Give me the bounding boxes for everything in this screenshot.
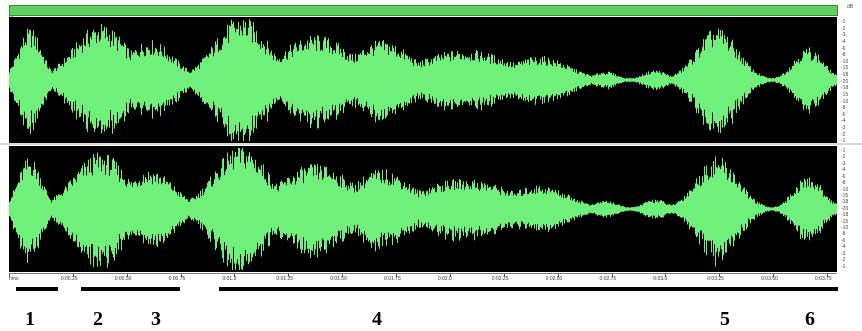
segment-label-6: 6 [805,308,815,330]
waveform-right [9,148,837,270]
db-tick-label: -6 [841,173,846,180]
db-tick-label: -8 [841,231,846,238]
time-tick [665,274,667,277]
segment-bar-2-3 [81,287,180,291]
segment-bar-1 [16,287,58,291]
time-tick [449,274,451,277]
track-divider[interactable] [0,143,862,145]
time-tick [342,274,344,277]
db-ruler-left: dB -1 -2 -3 -4 -6 -8 -10 -15 -18 -20 -18 -15 -10 -8 -6… [838,4,862,145]
segment-label-5: 5 [720,308,730,330]
db-tick-label: -15 [841,192,849,199]
waveform-track-left[interactable] [9,17,837,143]
time-tick-label: 0:01.0 [222,276,237,282]
time-tick-label: 0:01.50 [330,276,347,282]
time-tick-label: 0:02.50 [545,276,563,282]
db-tick-label: -1 [841,138,846,145]
db-tick-label: -2 [841,257,846,264]
time-tick-label: 0:02.75 [599,276,617,282]
db-tick-label: -6 [841,111,846,118]
db-tick-label: -15 [841,65,849,72]
db-tick-label: -4 [841,118,846,125]
segment-bar-4-6 [219,287,838,291]
time-tick [396,274,398,277]
db-tick-label: -10 [841,58,849,65]
db-tick-label: -2 [841,154,846,161]
segment-label-1: 1 [25,308,35,330]
db-tick-label: -4 [841,38,846,45]
db-tick-label: -10 [841,98,849,105]
time-tick-label: 0:03.50 [761,276,778,282]
time-tick [557,274,559,277]
time-tick [719,274,721,277]
db-tick-label: -18 [841,212,849,219]
db-tick-label: -18 [841,199,849,206]
time-tick-label: 0:03.0 [653,276,668,282]
db-tick-label: -15 [841,218,849,225]
time-tick [827,274,828,277]
time-tick-label: 0:03.25 [707,276,724,282]
time-tick-label: 0:03.75 [815,276,832,282]
waveform-editor: dB -1 -2 -3 -4 -6 -8 -10 -15 -18 -20 -18 -15 -10 -8 -6… [0,4,862,282]
db-tick-label: -6 [841,45,846,52]
db-tick-label: -3 [841,125,846,132]
db-tick-label: -20 [841,78,849,85]
db-tick-label: -3 [841,160,846,167]
db-tick-label: -8 [841,52,846,59]
db-tick-label: -1 [841,263,846,270]
waveform-left [9,19,837,141]
segment-label-2: 2 [93,308,103,330]
time-tick [180,274,182,277]
segment-label-4: 4 [372,308,382,330]
db-tick-label: -1 [841,148,846,154]
time-ruler[interactable]: hms 0:00.25 0:00.50 0:00.75 0:01.0 0:01.25 0:0… [9,273,837,282]
db-tick-label: -2 [841,131,846,138]
db-tick-label: -1 [841,19,846,25]
db-tick-label: -20 [841,205,849,212]
db-tick-label: -6 [841,237,846,244]
time-tick-label: 0:01.25 [276,276,294,282]
db-tick-label: -3 [841,32,846,39]
db-tick-label: -8 [841,105,846,112]
db-tick-label: -3 [841,250,846,257]
time-tick [503,274,505,277]
time-tick [9,274,10,277]
time-tick [611,274,613,277]
time-tick [288,274,290,277]
time-tick [72,274,74,277]
time-tick-label: 0:00.50 [114,276,132,282]
time-tick-label: 0:00.75 [168,276,186,282]
db-tick-label: -4 [841,244,846,251]
db-tick-label: -18 [841,72,849,79]
time-tick-label: 0:01.75 [384,276,401,282]
db-tick-label: -15 [841,91,849,98]
time-tick [773,274,775,277]
time-tick [234,274,236,277]
time-tick-label: 0:02.25 [491,276,509,282]
db-tick-label: -10 [841,225,849,232]
segment-label-3: 3 [151,308,161,330]
db-tick-label: -10 [841,186,849,193]
db-ruler-right: -1 -2 -3 -4 -6 -8 -10 -15 -18 -20 -18 -15 -10 -8 -6 -4-… [838,146,862,272]
db-unit-label: dB [847,4,854,10]
db-tick-label: -4 [841,167,846,174]
db-tick-label: -18 [841,85,849,92]
waveform-track-right[interactable] [9,146,837,272]
db-tick-label: -8 [841,180,846,187]
time-tick-label: hms [9,276,19,282]
time-tick-label: 0:02.0 [437,276,452,282]
time-tick-label: 0:00.25 [60,276,78,282]
time-tick [126,274,128,277]
db-tick-label: -2 [841,25,846,32]
overview-bar[interactable] [9,5,838,16]
